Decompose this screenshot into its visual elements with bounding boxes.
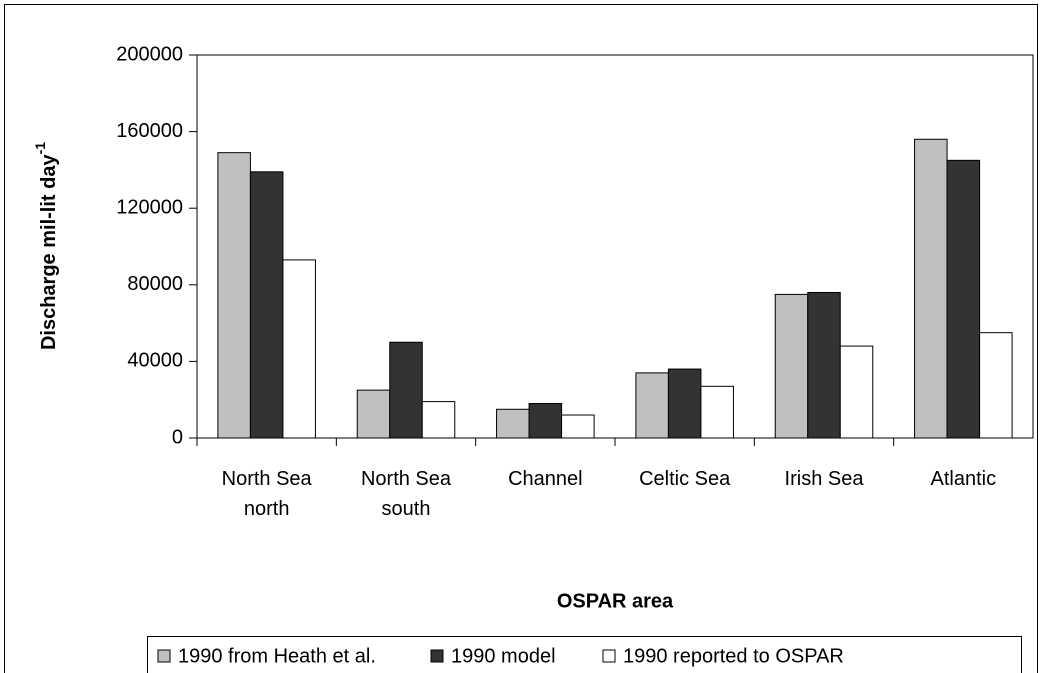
y-tick-label: 80000 [127,273,183,295]
bar [807,291,841,439]
plot-area [196,54,1034,439]
y-tick-label: 160000 [116,120,183,142]
x-tick-label: Channel [508,468,583,490]
bar [496,408,530,439]
bar [389,341,423,439]
bar [528,403,563,439]
x-tick-label-line: North Sea [361,468,452,490]
bar [635,372,669,439]
x-tick-label-line: south [382,498,431,520]
y-axis-title: Discharge mil-lit day-1 [32,142,61,350]
x-tick-label: North Sea north [222,468,313,520]
bar [217,152,251,439]
y-tick-label: 200000 [116,43,183,65]
bar [946,159,981,439]
y-axis-title-superscript: -1 [32,142,48,155]
bar [249,171,284,439]
x-tick-label: Atlantic [931,468,997,490]
bar [421,401,456,439]
x-tick-label-line: North Sea [222,468,313,490]
bar [979,332,1013,439]
legend-label: 1990 reported to OSPAR [623,645,844,667]
legend-label: 1990 model [451,645,556,667]
bar [839,345,874,439]
x-tick-label-line: Channel [508,468,583,490]
bar [914,138,948,439]
bar [356,389,391,439]
y-tick-label: 40000 [127,350,183,372]
bar [282,259,316,439]
x-tick-label-line: Celtic Sea [639,468,731,490]
bar [667,368,702,439]
y-tick-label: 120000 [116,196,183,218]
legend-swatch [430,649,444,663]
legend-swatch [157,649,171,663]
bar [774,293,809,439]
y-axis-title-text: Discharge mil-lit day [38,154,60,350]
bar [561,414,595,439]
x-tick-label-line: north [244,498,290,520]
x-tick-label-line: Atlantic [931,468,997,490]
bar [700,385,734,439]
legend-box [147,636,1022,673]
x-axis-title: OSPAR area [557,590,674,612]
x-tick-label: Celtic Sea [639,468,731,490]
x-tick-label-line: Irish Sea [785,468,865,490]
legend-swatch [602,649,616,663]
x-tick-label: North Sea south [361,468,452,520]
y-tick-label: 0 [172,426,183,448]
x-tick-label: Irish Sea [785,468,865,490]
legend-label: 1990 from Heath et al. [178,645,376,667]
